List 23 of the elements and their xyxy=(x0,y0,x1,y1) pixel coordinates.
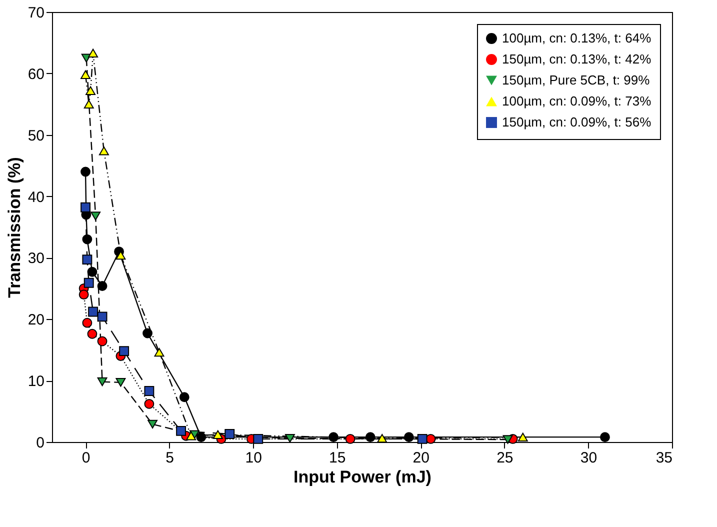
legend-label: 100µm, cn: 0.13%, t: 64% xyxy=(502,30,652,46)
x-tick-label: 30 xyxy=(580,450,598,466)
y-tick-label: 70 xyxy=(28,4,44,22)
x-tick-label: 10 xyxy=(245,450,262,466)
legend-label: 150µm, cn: 0.13%, t: 42% xyxy=(502,52,652,66)
x-tick-label: 0 xyxy=(82,450,90,466)
y-tick-label: 60 xyxy=(28,66,44,83)
y-tick-label: 10 xyxy=(28,373,44,390)
x-tick-label: 15 xyxy=(329,450,346,466)
y-axis-title: Transmission (%) xyxy=(4,157,24,298)
legend-label: 150µm, cn: 0.09%, t: 56% xyxy=(502,114,652,130)
x-tick-label: 25 xyxy=(496,450,514,466)
legend-label: 100µm, cn: 0.09%, t: 73% xyxy=(502,94,652,108)
x-tick-label: 35 xyxy=(656,450,672,466)
x-tick-label: 5 xyxy=(166,450,174,466)
y-tick-label: 40 xyxy=(28,188,44,206)
legend-label: 150µm, Pure 5CB, t: 99% xyxy=(502,72,650,88)
x-axis-title: Input Power (mJ) xyxy=(294,468,432,486)
x-tick-label: 20 xyxy=(412,450,430,466)
y-tick-label: 20 xyxy=(28,312,44,329)
y-tick-label: 30 xyxy=(28,250,44,268)
y-tick-label: 0 xyxy=(36,434,44,452)
y-tick-label: 50 xyxy=(28,127,44,144)
